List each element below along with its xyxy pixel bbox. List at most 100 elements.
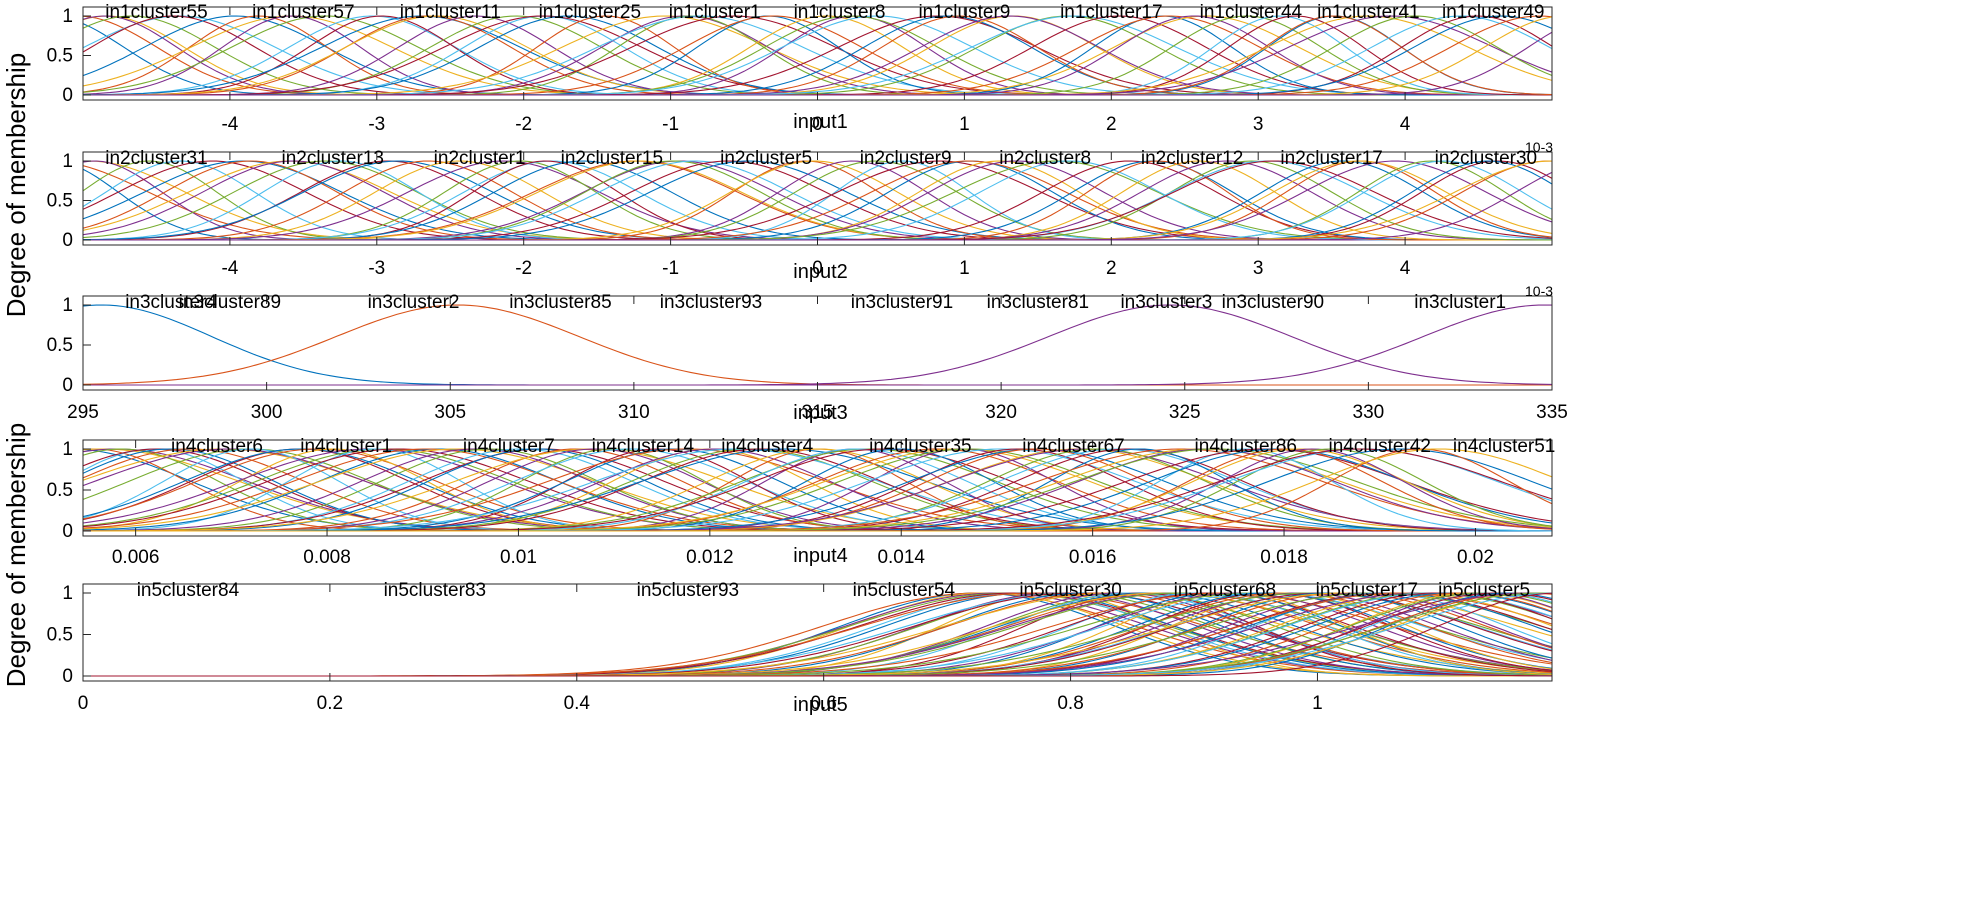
- x-tick-label: 0.8: [1057, 693, 1083, 714]
- y-tick-label: 0.5: [47, 480, 73, 501]
- membership-label: in5cluster17: [1316, 580, 1418, 601]
- x-tick-label: 0.01: [500, 547, 537, 568]
- panel-4: 0.006 0.008 0.01 0.012 0.014 0.016 0.018 0.02 0 0…: [47, 436, 1556, 568]
- membership-label: in3cluster1: [1414, 292, 1506, 313]
- x-tick-label: -1: [662, 258, 679, 279]
- x-tick-label: 2: [1106, 114, 1117, 135]
- membership-curve-2: [83, 304, 1552, 386]
- x-tick-label: 0.02: [1457, 547, 1494, 568]
- membership-label: in3cluster90: [1222, 292, 1324, 313]
- x-tick-label: -4: [221, 114, 238, 135]
- y-tick-label: 0.5: [47, 46, 73, 67]
- membership-label: in3cluster4: [125, 292, 217, 313]
- x-tick-label: -3: [368, 258, 385, 279]
- membership-label: in4cluster4: [721, 436, 813, 457]
- x-tick-label: 1: [1312, 693, 1323, 714]
- membership-label: in1cluster25: [539, 2, 641, 23]
- x-tick-label: -4: [221, 258, 238, 279]
- x-tick-label: 0.012: [686, 547, 734, 568]
- membership-label: in5cluster5: [1438, 580, 1530, 601]
- membership-label: in1cluster49: [1442, 2, 1544, 23]
- membership-label: in4cluster86: [1195, 436, 1297, 457]
- x-tick-label: 0.014: [877, 547, 925, 568]
- membership-curve-4: [83, 304, 1552, 386]
- x-tick-label: 0.2: [317, 693, 343, 714]
- membership-label: in4cluster67: [1022, 436, 1124, 457]
- membership-label: in2cluster17: [1280, 148, 1382, 169]
- membership-label: in3cluster93: [660, 292, 762, 313]
- membership-label: in3cluster3: [1120, 292, 1212, 313]
- membership-label: in1cluster9: [918, 2, 1010, 23]
- x-tick-label: 4: [1400, 114, 1411, 135]
- membership-label: in1cluster44: [1200, 2, 1303, 23]
- x-tick-label: 1: [959, 114, 970, 135]
- x-tick-label: 335: [1536, 402, 1568, 423]
- x-tick-label: 0.6: [810, 693, 836, 714]
- y-axis-title-top: Degree of membership: [1, 53, 31, 317]
- membership-label: in5cluster54: [853, 580, 956, 601]
- y-tick-label: 1: [62, 583, 73, 604]
- y-tick-label: 0: [62, 85, 73, 106]
- membership-label: in5cluster84: [137, 580, 240, 601]
- membership-label: in4cluster14: [592, 436, 695, 457]
- membership-curves: [83, 160, 1552, 241]
- membership-curve-49: [83, 160, 1552, 241]
- x-tick-label: 3: [1253, 114, 1264, 135]
- membership-label: in4cluster1: [300, 436, 392, 457]
- x-tick-label: 0.006: [112, 547, 160, 568]
- membership-label: in5cluster30: [1019, 580, 1121, 601]
- membership-curves: [83, 592, 1552, 677]
- panel-1: -4 -3 -2 -1 0 1 2 3 4 0 0.5 1 input1 in1cluster55 in1c…: [47, 2, 1553, 135]
- membership-label: in2cluster31: [105, 148, 207, 169]
- membership-curve-80: [83, 448, 1552, 532]
- y-tick-label: 1: [62, 439, 73, 460]
- y-axis-title-middle: Degree of membership: [1, 423, 31, 687]
- membership-label: in1cluster55: [105, 2, 207, 23]
- x-tick-label: 295: [67, 402, 99, 423]
- x-tick-label: -3: [368, 114, 385, 135]
- x-exponent-label: 10-3: [1525, 139, 1553, 155]
- membership-label: in3cluster89: [179, 292, 281, 313]
- membership-label: in1cluster57: [252, 2, 354, 23]
- membership-curve-1: [83, 23, 1552, 96]
- x-axis-title: input4: [793, 545, 848, 567]
- membership-label: in1cluster1: [669, 2, 761, 23]
- panel-3: 295 300 305 310 315 320 325 330 335 0 0.5 1 input3 10…: [47, 283, 1568, 424]
- x-tick-label: 325: [1169, 402, 1201, 423]
- x-tick-label: 3: [1253, 258, 1264, 279]
- x-tick-label: 0.018: [1260, 547, 1308, 568]
- membership-label: in3cluster2: [368, 292, 460, 313]
- membership-label: in5cluster68: [1174, 580, 1276, 601]
- membership-curve-70: [83, 592, 1552, 677]
- membership-label: in4cluster7: [463, 436, 555, 457]
- x-tick-label: 310: [618, 402, 650, 423]
- y-tick-label: 0: [62, 230, 73, 251]
- membership-label: in3cluster85: [509, 292, 611, 313]
- y-tick-label: 1: [62, 6, 73, 27]
- x-tick-label: 320: [985, 402, 1017, 423]
- y-tick-label: 0: [62, 521, 73, 542]
- membership-label: in2cluster15: [561, 148, 663, 169]
- membership-label: in4cluster35: [869, 436, 971, 457]
- axes-frame: [82, 295, 1553, 391]
- x-tick-label: 0.4: [564, 693, 591, 714]
- x-tick-label: 315: [802, 402, 834, 423]
- x-tick-label: 305: [434, 402, 466, 423]
- x-tick-label: 0: [812, 114, 823, 135]
- x-tick-label: 4: [1400, 258, 1411, 279]
- membership-label: in3cluster91: [851, 292, 953, 313]
- y-tick-label: 0.5: [47, 191, 73, 212]
- membership-label: in4cluster51: [1453, 436, 1555, 457]
- y-tick-label: 1: [62, 295, 73, 316]
- x-axis-title: input5: [793, 694, 848, 716]
- x-tick-label: 0: [812, 258, 823, 279]
- membership-label: in1cluster41: [1317, 2, 1419, 23]
- y-tick-label: 0: [62, 666, 73, 687]
- y-tick-label: 1: [62, 151, 73, 172]
- membership-label: in2cluster1: [434, 148, 526, 169]
- membership-label: in5cluster83: [384, 580, 486, 601]
- membership-curves: [83, 304, 1552, 386]
- x-axis-title: input1: [793, 111, 848, 133]
- x-tick-label: -2: [515, 258, 532, 279]
- membership-label: in4cluster6: [171, 436, 263, 457]
